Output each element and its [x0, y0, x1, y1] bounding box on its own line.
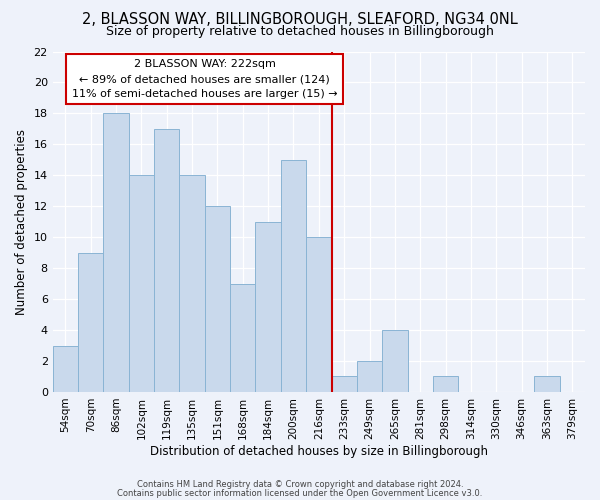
Bar	[256, 222, 281, 392]
Y-axis label: Number of detached properties: Number of detached properties	[15, 128, 28, 314]
Text: 2, BLASSON WAY, BILLINGBOROUGH, SLEAFORD, NG34 0NL: 2, BLASSON WAY, BILLINGBOROUGH, SLEAFORD…	[82, 12, 518, 28]
Bar	[129, 176, 154, 392]
X-axis label: Distribution of detached houses by size in Billingborough: Distribution of detached houses by size …	[150, 444, 488, 458]
Text: Contains HM Land Registry data © Crown copyright and database right 2024.: Contains HM Land Registry data © Crown c…	[137, 480, 463, 489]
Bar	[306, 237, 332, 392]
Bar	[205, 206, 230, 392]
Bar	[230, 284, 256, 392]
Bar	[281, 160, 306, 392]
Text: Size of property relative to detached houses in Billingborough: Size of property relative to detached ho…	[106, 25, 494, 38]
Bar	[357, 361, 382, 392]
Bar	[179, 176, 205, 392]
Text: 2 BLASSON WAY: 222sqm
← 89% of detached houses are smaller (124)
11% of semi-det: 2 BLASSON WAY: 222sqm ← 89% of detached …	[72, 59, 338, 99]
Bar	[103, 114, 129, 392]
Bar	[433, 376, 458, 392]
Bar	[535, 376, 560, 392]
Bar	[382, 330, 407, 392]
Text: Contains public sector information licensed under the Open Government Licence v3: Contains public sector information licen…	[118, 488, 482, 498]
Bar	[154, 129, 179, 392]
Bar	[78, 252, 103, 392]
Bar	[53, 346, 78, 392]
Bar	[332, 376, 357, 392]
